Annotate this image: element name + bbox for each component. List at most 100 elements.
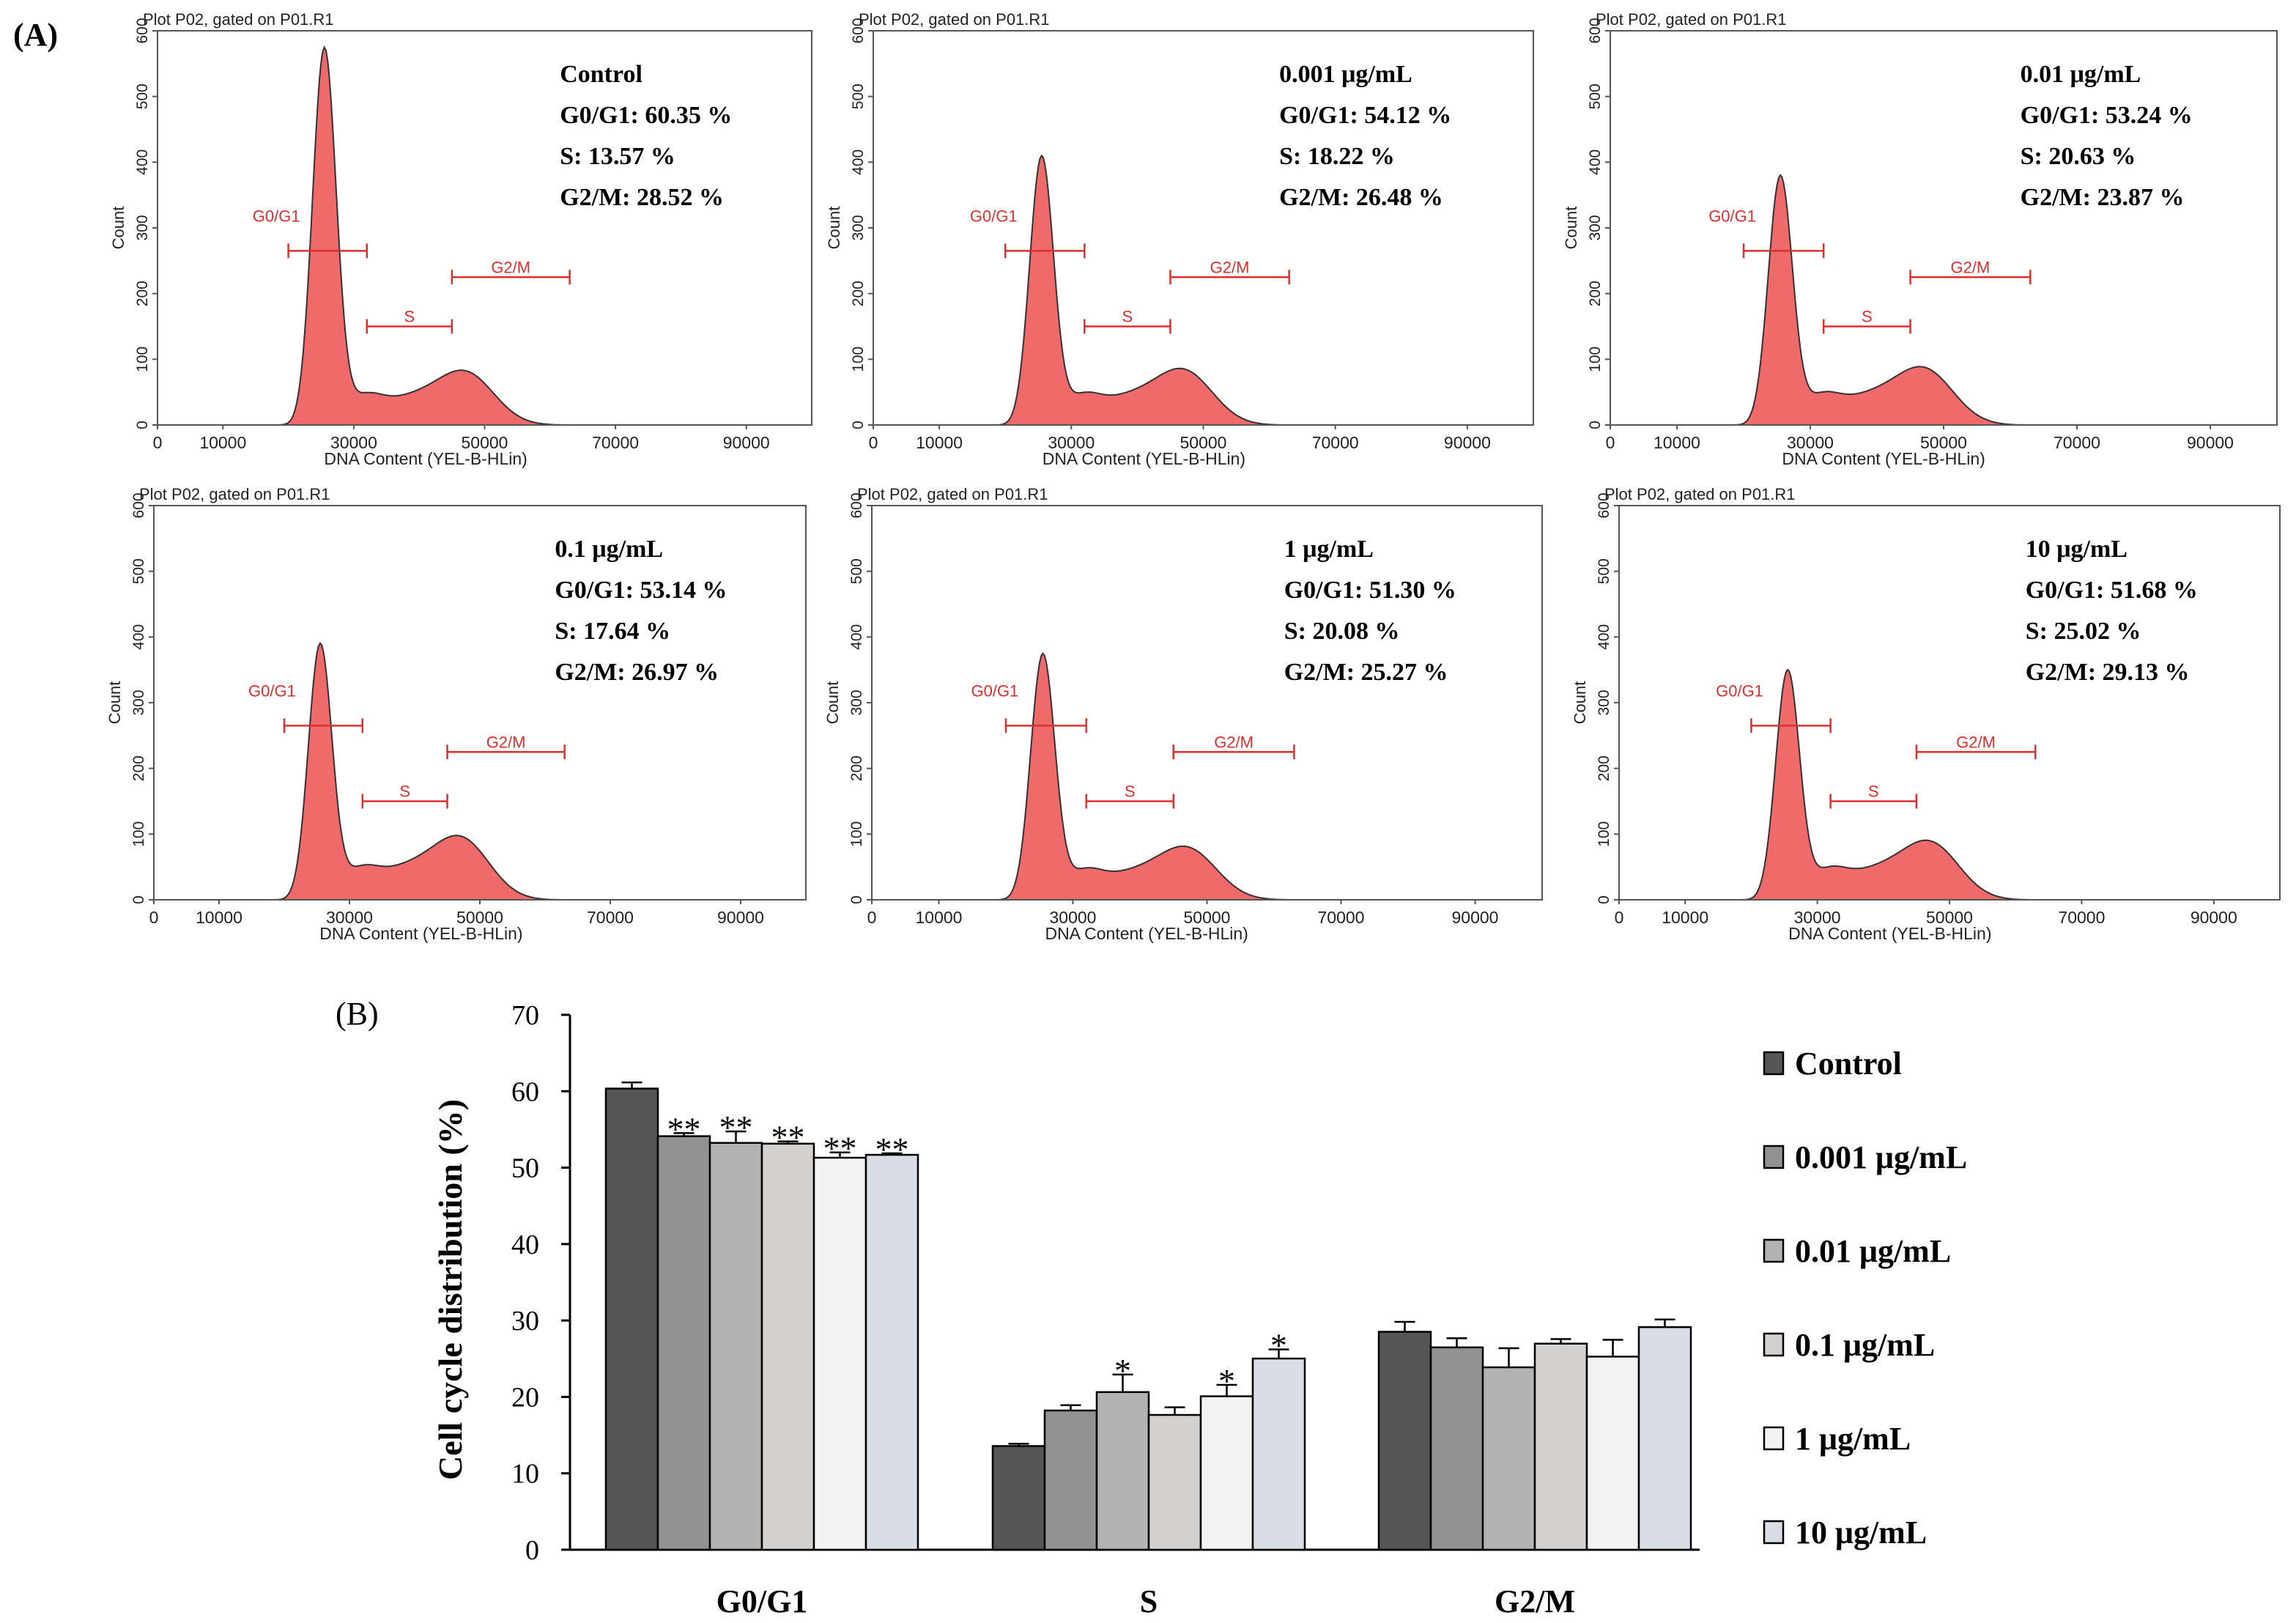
annotation-g2m: G2/M: 25.27 % <box>1284 659 1448 686</box>
plot-frame <box>153 505 807 901</box>
annotation-g0g1: G0/G1: 53.24 % <box>2021 102 2193 129</box>
annotation-title: 10 μg/mL <box>2026 536 2127 563</box>
x-axis-label: DNA Content (YEL-B-HLin) <box>319 924 522 943</box>
x-tick-label: 10000 <box>199 433 246 452</box>
bar-G2M-1 <box>1429 1346 1484 1551</box>
x-axis-label: DNA Content (YEL-B-HLin) <box>324 449 527 468</box>
plot-frame <box>1618 505 2281 901</box>
x-tick-label: 90000 <box>717 908 764 927</box>
y-tick-label: 300 <box>850 215 867 240</box>
y-tick-label: 50 <box>511 1153 539 1184</box>
histogram-header: Plot P02, gated on P01.R1 <box>859 10 1050 29</box>
legend-label: 0.01 μg/mL <box>1795 1233 1951 1269</box>
annotation-g2m: G2/M: 26.97 % <box>555 659 719 686</box>
gate-g0g1-label: G0/G1 <box>248 681 296 700</box>
bar-G0G1-5 <box>864 1153 919 1551</box>
annotation-g0g1: G0/G1: 51.30 % <box>1284 577 1456 604</box>
annotation-title: 0.1 μg/mL <box>555 536 663 563</box>
bar-S-0 <box>991 1445 1046 1551</box>
bar-G2M-0 <box>1377 1331 1432 1551</box>
histogram-4: Plot P02, gated on P01.R1 0 100 200 300 400 50… <box>105 485 807 943</box>
legend-swatch <box>1763 1238 1785 1263</box>
x-tick-label: 70000 <box>2058 908 2105 927</box>
x-tick-label: 70000 <box>592 433 639 452</box>
plot-frame <box>873 30 1534 426</box>
gate-s-label: S <box>1122 308 1133 326</box>
histogram-fill <box>979 653 1301 900</box>
histogram-header: Plot P02, gated on P01.R1 <box>139 485 330 503</box>
y-tick-label: 500 <box>850 84 867 109</box>
bar-G2M-3 <box>1533 1342 1588 1551</box>
y-tick-label: 600 <box>1587 18 1604 43</box>
x-tick-label: 10000 <box>1662 908 1708 927</box>
gate-g0g1-label: G0/G1 <box>971 681 1018 700</box>
histogram-outline <box>979 154 1296 426</box>
y-axis-label: Count <box>1571 681 1589 725</box>
x-axis-label: DNA Content (YEL-B-HLin) <box>1782 449 1985 468</box>
bar-G0G1-3 <box>760 1142 815 1551</box>
x-tick-label: 0 <box>1606 433 1615 452</box>
annotation-g2m: G2/M: 23.87 % <box>2021 184 2185 211</box>
x-tick-label: 70000 <box>587 908 634 927</box>
y-tick-label: 500 <box>134 84 151 109</box>
y-tick-label: 30 <box>511 1306 539 1337</box>
plot-frame <box>871 505 1543 901</box>
bar-S-3 <box>1147 1413 1202 1551</box>
legend-swatch <box>1763 1051 1785 1076</box>
y-tick-label: 200 <box>134 281 151 306</box>
histogram-6: Plot P02, gated on P01.R1 0 100 200 300 400 50… <box>1571 485 2281 943</box>
y-tick-label: 40 <box>511 1230 539 1260</box>
gate-g2m-label: G2/M <box>1951 258 1991 276</box>
annotation-s: S: 18.22 % <box>1279 143 1395 170</box>
significance-marker: ** <box>823 1130 857 1167</box>
y-tick-label: 500 <box>130 558 147 584</box>
gate-g2m-label: G2/M <box>1210 258 1250 276</box>
bar-G2M-2 <box>1481 1366 1536 1551</box>
y-axis-label: Count <box>105 681 124 725</box>
y-tick-label: 20 <box>511 1382 539 1413</box>
y-axis-label: Count <box>825 207 843 250</box>
x-tick-label: 90000 <box>2187 433 2234 452</box>
panel-a-label: (A) <box>13 17 58 53</box>
legend-swatch <box>1763 1520 1785 1545</box>
y-tick-label: 400 <box>1596 624 1612 650</box>
gate-g0g1-label: G0/G1 <box>970 207 1018 225</box>
x-tick-label: 10000 <box>1654 433 1700 452</box>
y-tick-label: 200 <box>1587 281 1604 306</box>
x-axis-label: DNA Content (YEL-B-HLin) <box>1788 924 1991 943</box>
y-tick-label: 400 <box>848 624 865 650</box>
y-tick-label: 0 <box>525 1535 539 1566</box>
bar-G0G1-1 <box>656 1135 711 1551</box>
histogram-fill <box>1725 669 2043 900</box>
plot-frame <box>157 30 812 426</box>
annotation-g0g1: G0/G1: 54.12 % <box>1279 102 1451 129</box>
y-tick-label: 400 <box>850 149 867 175</box>
y-tick-label: 100 <box>850 347 867 372</box>
y-tick-label: 70 <box>511 1000 539 1031</box>
legend-label: 1 μg/mL <box>1795 1421 1911 1457</box>
y-axis-label: Count <box>109 207 127 250</box>
bar-G2M-4 <box>1585 1356 1640 1551</box>
y-tick-label: 200 <box>130 755 147 781</box>
gate-s-label: S <box>1125 783 1136 801</box>
legend-label: 0.001 μg/mL <box>1795 1139 1967 1175</box>
histogram-1: Plot P02, gated on P01.R1 0 100 200 300 400 50… <box>109 10 812 468</box>
histogram-2: Plot P02, gated on P01.R1 0 100 200 300 400 50… <box>825 10 1534 468</box>
x-tick-label: 90000 <box>1444 433 1491 452</box>
y-tick-label: 400 <box>134 149 151 175</box>
gate-g0g1-label: G0/G1 <box>1716 681 1763 700</box>
bar-S-5 <box>1251 1357 1306 1551</box>
histogram-5: Plot P02, gated on P01.R1 0 100 200 300 400 50… <box>823 485 1543 943</box>
x-tick-label: 30000 <box>1048 433 1095 452</box>
annotation-g0g1: G0/G1: 60.35 % <box>560 102 732 129</box>
histogram-header: Plot P02, gated on P01.R1 <box>1604 485 1796 503</box>
histogram-outline <box>1725 668 2043 901</box>
y-tick-label: 100 <box>1587 347 1604 372</box>
x-tick-label: 30000 <box>1794 908 1841 927</box>
x-tick-label: 0 <box>1615 908 1624 927</box>
legend-swatch <box>1763 1426 1785 1451</box>
y-tick-label: 200 <box>1596 755 1612 781</box>
gate-s-label: S <box>1868 783 1879 801</box>
panel-a-histograms: Plot P02, gated on P01.R1 0 100 200 300 400 50… <box>105 10 2281 943</box>
